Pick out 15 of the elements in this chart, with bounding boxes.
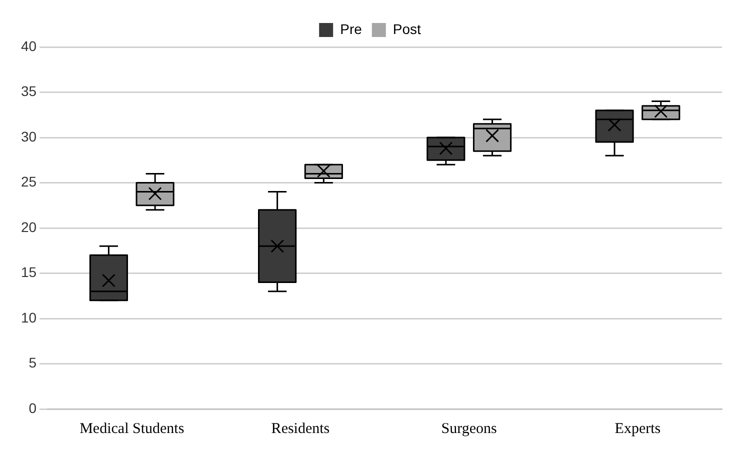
x-tick-label: Experts	[614, 420, 661, 437]
y-tick-label: 15	[20, 264, 37, 280]
y-tick-label: 30	[20, 128, 37, 144]
y-tick-label: 35	[20, 83, 37, 100]
y-tick-label: 0	[28, 400, 37, 416]
y-tick-label: 25	[20, 174, 37, 190]
y-tick-label: 20	[20, 218, 37, 235]
x-tick-label: Surgeons	[441, 420, 498, 437]
x-tick-label: Medical Students	[80, 420, 184, 437]
legend-label: Post	[392, 20, 422, 37]
y-tick-label: 40	[20, 38, 37, 54]
y-tick-label: 5	[28, 354, 37, 371]
legend-label: Pre	[340, 20, 362, 37]
y-tick-label: 10	[20, 309, 37, 326]
x-tick-label: Residents	[271, 420, 330, 437]
